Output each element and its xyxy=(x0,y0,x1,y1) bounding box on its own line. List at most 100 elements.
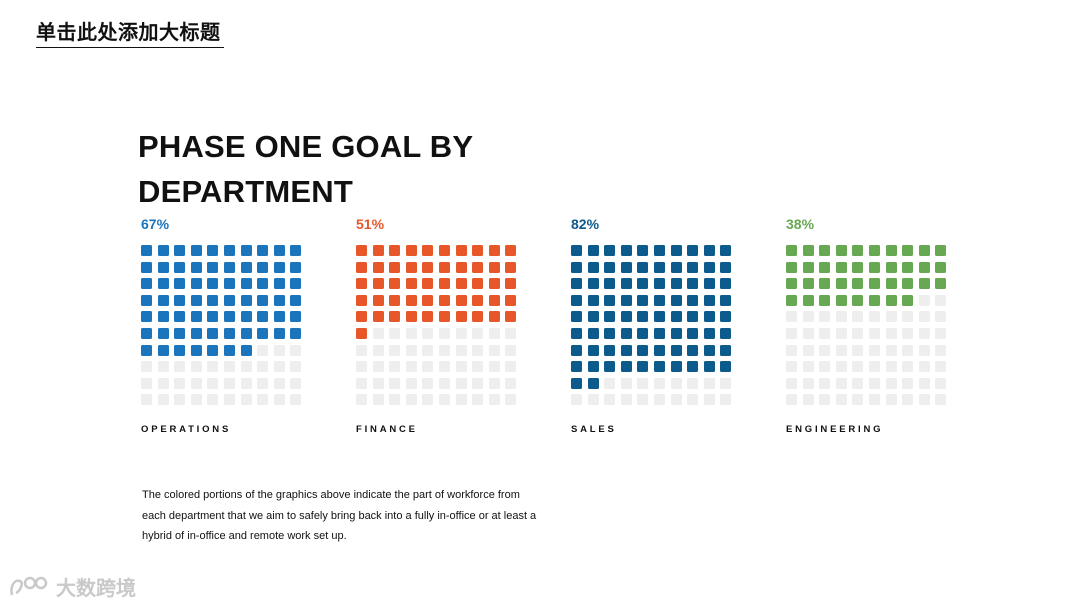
waffle-cell-filled xyxy=(604,278,616,290)
waffle-cell-filled xyxy=(290,261,302,273)
waffle-cell-filled xyxy=(653,294,665,306)
waffle-cell-empty xyxy=(835,377,847,389)
waffle-cell-empty xyxy=(902,361,914,373)
waffle-cell-filled xyxy=(885,261,897,273)
waffle-cell-filled xyxy=(257,311,269,323)
waffle-cell-empty xyxy=(505,377,517,389)
waffle-cell-empty xyxy=(356,377,367,389)
waffle-cell-empty xyxy=(273,361,285,373)
waffle-cell-filled xyxy=(653,245,665,256)
waffle-cell-empty xyxy=(670,377,682,389)
waffle-cell-empty xyxy=(505,361,517,373)
waffle-cell-filled xyxy=(505,245,517,256)
waffle-cell-empty xyxy=(786,394,797,406)
waffle-cell-empty xyxy=(868,311,880,323)
waffle-cell-filled xyxy=(207,261,219,273)
waffle-cell-empty xyxy=(687,377,699,389)
waffle-cell-empty xyxy=(273,394,285,406)
waffle-cell-filled xyxy=(703,261,715,273)
waffle-cell-filled xyxy=(505,294,517,306)
waffle-cell-filled xyxy=(604,311,616,323)
waffle-cell-filled xyxy=(571,311,582,323)
waffle-cell-filled xyxy=(488,245,500,256)
waffle-cell-filled xyxy=(174,261,186,273)
waffle-cell-filled xyxy=(703,361,715,373)
waffle-cell-empty xyxy=(802,361,814,373)
waffle-cell-filled xyxy=(190,261,202,273)
waffle-cell-filled xyxy=(720,327,732,339)
waffle-cell-empty xyxy=(405,377,417,389)
waffle-cell-filled xyxy=(356,245,367,256)
waffle-cell-empty xyxy=(786,327,797,339)
waffle-cell-empty xyxy=(819,344,831,356)
waffle-cell-filled xyxy=(455,261,467,273)
waffle-cell-empty xyxy=(273,377,285,389)
waffle-cell-empty xyxy=(356,344,367,356)
waffle-cell-filled xyxy=(620,245,632,256)
waffle-cell-filled xyxy=(703,245,715,256)
waffle-cell-filled xyxy=(852,261,864,273)
waffle-cell-filled xyxy=(174,311,186,323)
waffle-cell-empty xyxy=(257,361,269,373)
waffle-cell-empty xyxy=(604,377,616,389)
waffle-cell-filled xyxy=(290,311,302,323)
waffle-cell-empty xyxy=(720,377,732,389)
waffle-cell-filled xyxy=(372,261,384,273)
waffle-cell-filled xyxy=(488,261,500,273)
waffle-cell-filled xyxy=(455,278,467,290)
waffle-cell-filled xyxy=(868,278,880,290)
watermark: 大数跨境 xyxy=(8,572,136,601)
waffle-cell-filled xyxy=(290,278,302,290)
waffle-cell-filled xyxy=(141,344,152,356)
waffle-cell-filled xyxy=(587,261,599,273)
waffle-cell-empty xyxy=(273,344,285,356)
waffle-cell-empty xyxy=(852,377,864,389)
waffle-cell-empty xyxy=(852,327,864,339)
waffle-cell-filled xyxy=(637,311,649,323)
waffle-cell-empty xyxy=(157,377,169,389)
waffle-cell-filled xyxy=(885,294,897,306)
waffle-cell-empty xyxy=(852,361,864,373)
waffle-cell-filled xyxy=(422,294,434,306)
waffle-cell-empty xyxy=(852,394,864,406)
waffle-cell-filled xyxy=(356,311,367,323)
waffle-cell-filled xyxy=(422,278,434,290)
waffle-cell-empty xyxy=(472,377,484,389)
waffle-cell-empty xyxy=(422,394,434,406)
waffle-cell-empty xyxy=(885,311,897,323)
waffle-cell-filled xyxy=(157,294,169,306)
waffle-cell-filled xyxy=(257,261,269,273)
waffle-cell-filled xyxy=(190,245,202,256)
waffle-cell-filled xyxy=(223,245,235,256)
waffle-cell-filled xyxy=(372,311,384,323)
waffle-cell-filled xyxy=(223,278,235,290)
waffle-cell-empty xyxy=(472,394,484,406)
waffle-cell-filled xyxy=(405,261,417,273)
waffle-cell-empty xyxy=(240,394,252,406)
waffle-cell-filled xyxy=(174,294,186,306)
waffle-cell-empty xyxy=(422,377,434,389)
waffle-cell-empty xyxy=(438,327,450,339)
waffle-cell-filled xyxy=(687,344,699,356)
waffle-cell-empty xyxy=(190,377,202,389)
waffle-cell-filled xyxy=(174,344,186,356)
waffle-cell-filled xyxy=(438,294,450,306)
waffle-cell-filled xyxy=(571,361,582,373)
waffle-cell-empty xyxy=(290,361,302,373)
waffle-cell-filled xyxy=(670,361,682,373)
waffle-cell-filled xyxy=(356,261,367,273)
waffle-cell-filled xyxy=(703,278,715,290)
waffle-cell-filled xyxy=(670,245,682,256)
waffle-cell-empty xyxy=(455,327,467,339)
waffle-cell-filled xyxy=(637,294,649,306)
waffle-cell-filled xyxy=(653,261,665,273)
waffle-cell-empty xyxy=(405,394,417,406)
waffle-cell-filled xyxy=(207,327,219,339)
waffle-cell-filled xyxy=(819,261,831,273)
waffle-cell-empty xyxy=(505,394,517,406)
waffle-cell-filled xyxy=(372,294,384,306)
waffle-cell-filled xyxy=(885,278,897,290)
waffle-cell-filled xyxy=(687,278,699,290)
waffle-cell-filled xyxy=(207,344,219,356)
waffle-cell-empty xyxy=(885,327,897,339)
